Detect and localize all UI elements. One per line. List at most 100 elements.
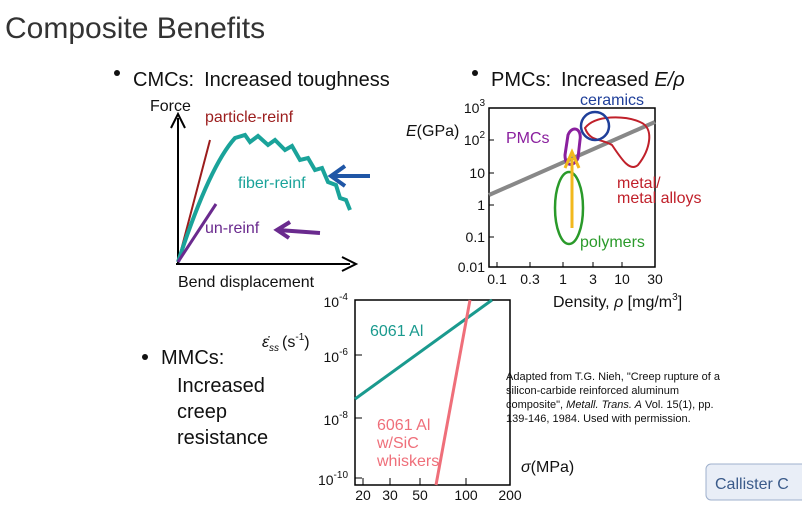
creep-chart: ε̇ss (s-1) σ(MPa) 6061 Al 6061 Al w/SiC w…: [262, 292, 574, 503]
tick-exp: -10: [334, 470, 349, 481]
tick-label: 100: [454, 487, 478, 503]
curve-al: [354, 298, 493, 401]
pmc-chart: E(GPa) Density, ρ [mg/m3] ceramics PMCs …: [406, 92, 701, 311]
citation-text: Vol. 15(1), pp.: [642, 399, 714, 411]
plot-frame: [488, 107, 656, 268]
tick-exp: -6: [339, 347, 348, 358]
curve-label: fiber-reinf: [238, 175, 306, 192]
unit-close: ): [304, 334, 309, 351]
unit-exp: -1: [295, 332, 304, 343]
tick-label: 200: [498, 487, 522, 503]
tick-base: 10: [324, 294, 340, 310]
tick-exp: 2: [479, 130, 485, 141]
citation-text: composite",: [506, 399, 566, 411]
mmc-line: resistance: [177, 427, 268, 449]
pmc-label: PMCs:: [491, 69, 551, 91]
bullet: [114, 70, 120, 76]
unit-close: ]: [678, 294, 682, 311]
tick-label: 10-8: [324, 410, 349, 428]
arrow: [327, 164, 370, 188]
citation: Adapted from T.G. Nieh, "Creep rupture o…: [506, 371, 721, 425]
region-label: metal alloys: [617, 190, 701, 207]
tick-label: 0.1: [466, 229, 486, 245]
tick-base: 10: [324, 349, 340, 365]
pmc-subtitle: Increased: [561, 69, 654, 91]
tick-base: 10: [464, 132, 480, 148]
label: Density,: [553, 294, 614, 311]
tick-exp: -4: [339, 292, 348, 303]
arrow: [273, 220, 321, 240]
y-label: ε̇ss (s-1): [262, 332, 310, 354]
arrow: [563, 148, 581, 228]
region-polymers: [553, 170, 585, 246]
tick-label: 0.1: [487, 271, 507, 287]
unit: (GPa): [417, 123, 460, 140]
citation-line: 139-146, 1984. Used with permission.: [506, 413, 691, 425]
curve-label: un-reinf: [205, 220, 260, 237]
series-label: 6061 Al: [370, 323, 423, 340]
region-ceramics: [579, 110, 611, 142]
symbol: E: [406, 123, 417, 140]
tick-label: 20: [355, 487, 371, 503]
citation-text: Adapted from T.G. Nieh, "Creep rupture o…: [506, 371, 721, 383]
tick-exp: 3: [479, 98, 485, 109]
y-label: Force: [150, 98, 191, 115]
unit: [mg/m: [623, 294, 672, 311]
series-label: w/SiC: [376, 435, 419, 452]
pmc-math: E/ρ: [654, 69, 684, 91]
x-label: Density, ρ [mg/m3]: [553, 292, 682, 311]
series-label: whiskers: [376, 453, 439, 470]
unit: (MPa): [531, 459, 575, 476]
callister-button[interactable]: Callister C: [705, 463, 802, 501]
tick-label: 1: [559, 271, 567, 287]
tick-label: 10-6: [324, 347, 349, 365]
tick-base: 10: [318, 472, 334, 488]
citation-line: composite", Metall. Trans. A Vol. 15(1),…: [506, 399, 714, 411]
citation-line: Adapted from T.G. Nieh, "Creep rupture o…: [506, 371, 721, 383]
citation-text: silicon-carbide reinforced aluminum: [506, 385, 679, 397]
sub: ss: [269, 343, 279, 354]
curve-unreinf: [176, 203, 218, 263]
symbol: ρ: [613, 294, 623, 311]
tick-label: 30: [647, 271, 663, 287]
arrow-head: [170, 111, 186, 129]
cmc-label: CMCs:: [133, 69, 194, 91]
citation-italic: Metall. Trans. A: [566, 399, 642, 411]
tick-label: 30: [382, 487, 398, 503]
unit: (s: [282, 334, 295, 351]
button[interactable]: [705, 463, 802, 501]
cmc-diagram: Force Bend displacement particle-reinf f…: [150, 98, 370, 291]
tick-label: 50: [412, 487, 428, 503]
mmc-line: creep: [177, 401, 227, 423]
tick-exp: -8: [339, 410, 348, 421]
tick-base: 10: [464, 100, 480, 116]
citation-text: 139-146, 1984. Used with permission.: [506, 413, 691, 425]
region-label: metal/: [617, 175, 661, 192]
y-label: E(GPa): [406, 123, 459, 140]
tick-label: 0.01: [458, 259, 485, 275]
region-pmcs: [563, 127, 582, 166]
plot-frame: [354, 299, 511, 486]
title: Composite Benefits: [5, 12, 265, 45]
button-label[interactable]: Callister C: [715, 476, 789, 493]
tick-label: 103: [464, 98, 486, 116]
arrow-head: [341, 256, 359, 272]
tick-label: 10: [469, 165, 485, 181]
series-label: 6061 Al: [377, 417, 430, 434]
tick-base: 10: [324, 412, 340, 428]
symbol: ε̇: [262, 334, 270, 351]
x-label: Bend displacement: [178, 274, 315, 291]
curve-sic: [434, 299, 472, 486]
tick-label: 102: [464, 130, 486, 148]
tick-label: 3: [589, 271, 597, 287]
x-label: σ(MPa): [521, 459, 574, 476]
tick-label: 10-4: [324, 292, 349, 310]
cmc-heading: CMCs: Increased toughness: [133, 69, 390, 91]
region-label: ceramics: [580, 92, 644, 109]
pmc-heading: PMCs: Increased E/ρ: [491, 69, 685, 91]
region-metals: [583, 116, 651, 168]
curve-label: particle-reinf: [205, 109, 294, 126]
